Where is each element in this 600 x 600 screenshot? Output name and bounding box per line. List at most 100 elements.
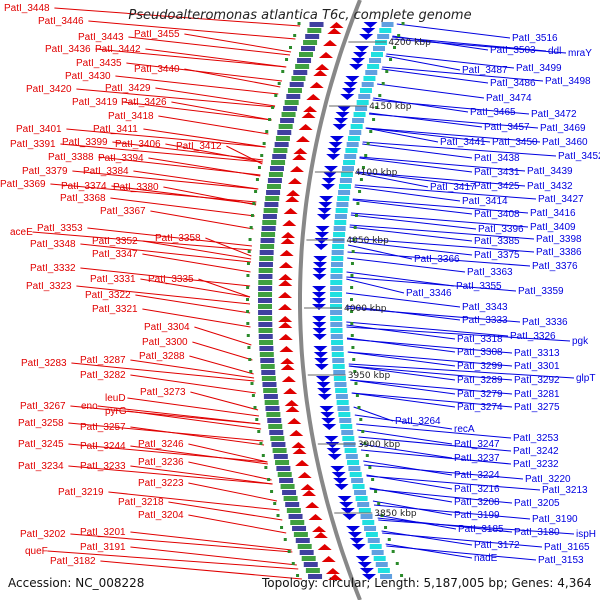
- right-leader-line: [356, 423, 512, 439]
- left-leader-line: [192, 341, 253, 361]
- forward-gene-arrow: [322, 424, 337, 430]
- tick-dot: [280, 526, 284, 529]
- feature-block: [264, 400, 279, 405]
- tick-dot: [273, 502, 277, 505]
- right-leader-line: [386, 545, 537, 561]
- feature-block: [340, 172, 353, 177]
- tick-dot: [281, 70, 285, 73]
- left-gene-label: PatI_3202: [20, 529, 66, 540]
- tick-dot: [368, 466, 372, 469]
- tick-dot: [257, 430, 261, 433]
- feature-block: [338, 184, 351, 189]
- forward-gene-arrow: [315, 226, 330, 232]
- reverse-gene-arrow: [328, 574, 343, 580]
- tick-dot: [397, 34, 401, 37]
- left-gene-label: PatI_3321: [92, 304, 138, 315]
- tick-dot: [369, 130, 373, 133]
- feature-block: [350, 124, 363, 129]
- feature-block: [262, 382, 277, 387]
- right-leader-line: [362, 143, 473, 159]
- left-leader-line: [148, 157, 261, 177]
- left-gene-label: PatI_3430: [65, 71, 111, 82]
- right-gene-label: mraY: [568, 48, 592, 59]
- right-gene-label: PatI_3503: [490, 45, 536, 56]
- reverse-gene-arrow: [297, 472, 312, 478]
- feature-block: [295, 538, 310, 543]
- left-gene-label: pyrG: [105, 406, 127, 417]
- forward-gene-arrow: [312, 292, 327, 298]
- forward-gene-arrow: [351, 58, 366, 64]
- tick-dot: [291, 562, 295, 565]
- right-gene-label: pgk: [572, 336, 589, 347]
- right-gene-label: PatI_3208: [454, 497, 500, 508]
- tick-dot: [350, 262, 354, 265]
- feature-block: [344, 154, 357, 159]
- topology-text: Topology: circular; Length: 5,187,005 bp…: [262, 576, 592, 590]
- feature-block: [273, 148, 288, 153]
- feature-block: [260, 358, 275, 363]
- tick-dot: [249, 226, 253, 229]
- feature-block: [258, 316, 273, 321]
- feature-block: [259, 256, 274, 261]
- left-gene-label: PatI_3348: [30, 239, 76, 250]
- feature-block: [258, 292, 273, 297]
- feature-block: [272, 154, 287, 159]
- tick-dot: [378, 94, 382, 97]
- right-gene-label: PatI_3205: [514, 498, 560, 509]
- left-gene-label: PatI_3442: [95, 44, 141, 55]
- tick-dot: [391, 550, 395, 553]
- feature-block: [284, 100, 299, 105]
- forward-gene-arrow: [332, 124, 347, 130]
- tick-dot: [247, 250, 251, 253]
- feature-block: [330, 334, 343, 339]
- right-gene-label: PatI_3425: [474, 181, 520, 192]
- left-leader-line: [188, 514, 287, 534]
- feature-block: [330, 304, 343, 309]
- right-gene-label: PatI_3499: [516, 63, 562, 74]
- feature-block: [287, 88, 302, 93]
- left-gene-label: PatI_3219: [58, 487, 104, 498]
- feature-block: [357, 502, 370, 507]
- left-leader-line: [70, 533, 293, 553]
- forward-gene-arrow: [314, 244, 329, 250]
- feature-block: [293, 532, 308, 537]
- left-gene-label: PatI_3353: [37, 223, 83, 234]
- feature-block: [271, 442, 286, 447]
- left-leader-line: [80, 243, 252, 263]
- feature-block: [333, 376, 346, 381]
- feature-block: [303, 40, 318, 45]
- feature-block: [377, 568, 390, 573]
- reverse-gene-arrow: [329, 22, 344, 28]
- tick-dot: [400, 574, 404, 577]
- right-gene-label: PatI_3427: [538, 194, 584, 205]
- forward-gene-arrow: [345, 76, 360, 82]
- tick-dot: [365, 454, 369, 457]
- forward-gene-arrow: [347, 532, 362, 538]
- right-leader-line: [381, 68, 489, 84]
- left-gene-label: PatI_3435: [76, 58, 122, 69]
- feature-block: [337, 406, 350, 411]
- left-gene-label: PatI_3257: [80, 422, 126, 433]
- forward-gene-arrow: [312, 304, 327, 310]
- feature-block: [371, 52, 384, 57]
- left-leader-line: [110, 197, 255, 217]
- left-leader-line: [171, 101, 272, 121]
- feature-block: [341, 166, 354, 171]
- tick-dot: [246, 274, 250, 277]
- reverse-gene-arrow: [327, 28, 342, 34]
- feature-block: [268, 172, 283, 177]
- right-leader-line: [349, 224, 535, 240]
- tick-dot: [352, 358, 356, 361]
- feature-block: [336, 202, 349, 207]
- left-leader-line: [126, 62, 283, 82]
- left-gene-label: PatI_3379: [22, 166, 68, 177]
- feature-block: [330, 262, 343, 267]
- feature-block: [282, 490, 297, 495]
- forward-gene-arrow: [315, 232, 330, 238]
- tick-dot: [255, 418, 259, 421]
- forward-gene-arrow: [313, 346, 328, 352]
- forward-gene-arrow: [317, 208, 332, 214]
- reverse-gene-arrow: [315, 64, 330, 70]
- left-gene-label: PatI_3287: [80, 355, 126, 366]
